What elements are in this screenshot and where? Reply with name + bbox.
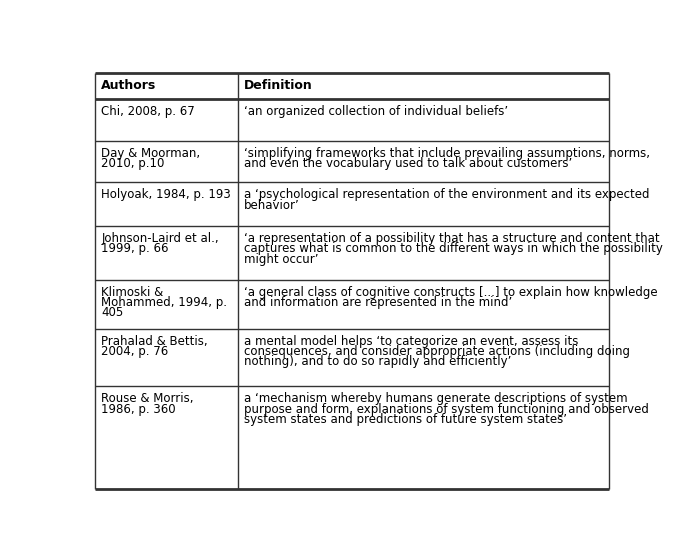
Text: Holyoak, 1984, p. 193: Holyoak, 1984, p. 193: [102, 188, 231, 201]
Text: behavior’: behavior’: [244, 198, 300, 211]
Text: Chi, 2008, p. 67: Chi, 2008, p. 67: [102, 105, 195, 118]
Text: Klimoski &: Klimoski &: [102, 286, 164, 299]
Text: Definition: Definition: [244, 80, 313, 92]
Text: a mental model helps ‘to categorize an event, assess its: a mental model helps ‘to categorize an e…: [244, 335, 578, 348]
Text: and even the vocabulary used to talk about customers’: and even the vocabulary used to talk abo…: [244, 157, 572, 170]
Text: nothing), and to do so rapidly and efficiently’: nothing), and to do so rapidly and effic…: [244, 355, 511, 368]
Text: Prahalad & Bettis,: Prahalad & Bettis,: [102, 335, 208, 348]
Text: and information are represented in the mind’: and information are represented in the m…: [244, 296, 513, 309]
Text: Rouse & Morris,: Rouse & Morris,: [102, 393, 194, 405]
Text: Authors: Authors: [102, 80, 157, 92]
Text: 1986, p. 360: 1986, p. 360: [102, 403, 176, 415]
Text: system states and predictions of future system states’: system states and predictions of future …: [244, 413, 567, 426]
Text: ‘an organized collection of individual beliefs’: ‘an organized collection of individual b…: [244, 105, 508, 118]
Text: 405: 405: [102, 306, 124, 320]
Text: Johnson-Laird et al.,: Johnson-Laird et al.,: [102, 232, 219, 245]
Text: 2004, p. 76: 2004, p. 76: [102, 345, 168, 358]
Text: Mohammed, 1994, p.: Mohammed, 1994, p.: [102, 296, 227, 309]
Text: ‘a general class of cognitive constructs [...] to explain how knowledge: ‘a general class of cognitive constructs…: [244, 286, 657, 299]
Text: captures what is common to the different ways in which the possibility: captures what is common to the different…: [244, 242, 663, 255]
Text: consequences, and consider appropriate actions (including doing: consequences, and consider appropriate a…: [244, 345, 630, 358]
Text: 1999, p. 66: 1999, p. 66: [102, 242, 169, 255]
Text: ‘simplifying frameworks that include prevailing assumptions, norms,: ‘simplifying frameworks that include pre…: [244, 147, 650, 160]
Text: ‘a representation of a possibility that has a structure and content that: ‘a representation of a possibility that …: [244, 232, 660, 245]
Text: might occur’: might occur’: [244, 252, 319, 266]
Text: a ‘psychological representation of the environment and its expected: a ‘psychological representation of the e…: [244, 188, 649, 201]
Text: a ‘mechanism whereby humans generate descriptions of system: a ‘mechanism whereby humans generate des…: [244, 393, 628, 405]
Text: purpose and form, explanations of system functioning and observed: purpose and form, explanations of system…: [244, 403, 649, 415]
Text: Day & Moorman,: Day & Moorman,: [102, 147, 201, 160]
Text: 2010, p.10: 2010, p.10: [102, 157, 165, 170]
